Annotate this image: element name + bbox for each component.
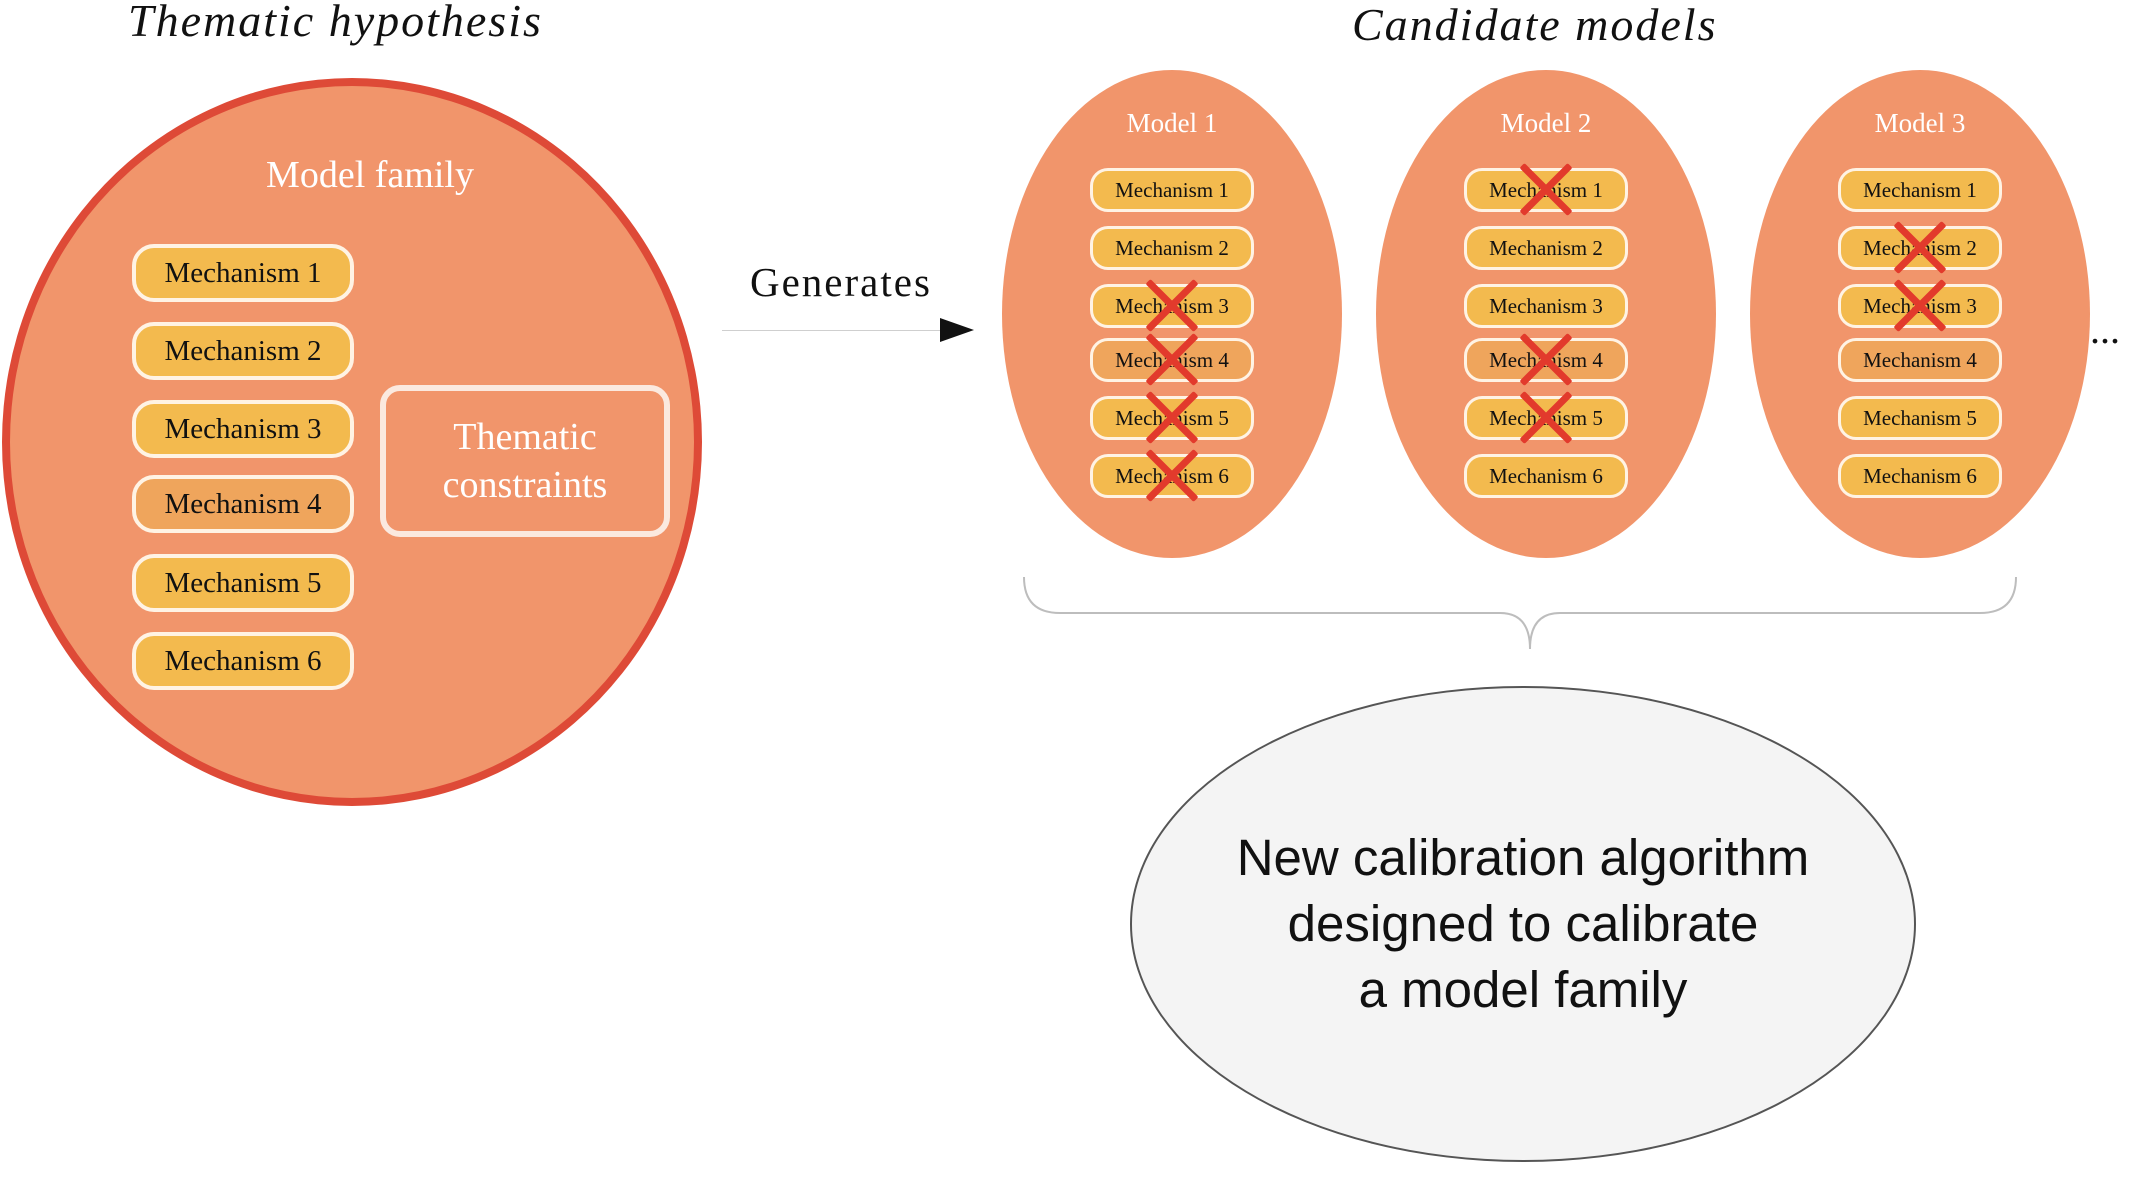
model-2-mechanism-2: Mechanism 2	[1464, 226, 1628, 270]
model-1-mechanism-1: Mechanism 1	[1090, 168, 1254, 212]
constraints-line-2: constraints	[442, 464, 608, 506]
model-1-mechanism-4: Mechanism 4	[1090, 338, 1254, 382]
calibration-algorithm-bubble: New calibration algorithm designed to ca…	[1130, 686, 1916, 1162]
model-2-title: Model 2	[1500, 108, 1592, 138]
algorithm-line-2: designed to calibrate	[1287, 895, 1759, 952]
model-1-mechanism-2: Mechanism 2	[1090, 226, 1254, 270]
family-mechanism-5: Mechanism 5	[132, 554, 354, 612]
algorithm-line-3: a model family	[1358, 961, 1688, 1018]
candidate-models-title: Candidate models	[1352, 0, 1718, 50]
model-3-mechanism-4: Mechanism 4	[1838, 338, 2002, 382]
model-3-mechanism-6: Mechanism 6	[1838, 454, 2002, 498]
family-mechanism-3: Mechanism 3	[132, 400, 354, 458]
model-2-mechanism-6: Mechanism 6	[1464, 454, 1628, 498]
model-1-mechanism-5: Mechanism 5	[1090, 396, 1254, 440]
family-mechanism-6: Mechanism 6	[132, 632, 354, 690]
family-mechanism-2: Mechanism 2	[132, 322, 354, 380]
algorithm-line-1: New calibration algorithm	[1236, 829, 1810, 886]
family-mechanism-1: Mechanism 1	[132, 244, 354, 302]
model-3-mechanism-3: Mechanism 3	[1838, 284, 2002, 328]
model-1-mechanism-3: Mechanism 3	[1090, 284, 1254, 328]
model-2-mechanism-1: Mechanism 1	[1464, 168, 1628, 212]
model-family-title: Model family	[266, 154, 474, 196]
family-mechanism-4: Mechanism 4	[132, 475, 354, 533]
model-3-mechanism-1: Mechanism 1	[1838, 168, 2002, 212]
model-2-mechanism-3: Mechanism 3	[1464, 284, 1628, 328]
thematic-constraints-box: Thematic constraints	[380, 385, 670, 537]
model-3-mechanism-2: Mechanism 2	[1838, 226, 2002, 270]
model-3-mechanism-5: Mechanism 5	[1838, 396, 2002, 440]
generates-label: Generates	[750, 259, 932, 305]
model-2-mechanism-5: Mechanism 5	[1464, 396, 1628, 440]
model-3-title: Model 3	[1874, 108, 1966, 138]
arrow-shaft	[722, 330, 950, 331]
thematic-hypothesis-title: Thematic hypothesis	[128, 0, 543, 46]
model-1-mechanism-6: Mechanism 6	[1090, 454, 1254, 498]
constraints-line-1: Thematic	[453, 416, 597, 458]
grouping-brace	[1023, 576, 2017, 650]
more-models-ellipsis: ...	[2090, 307, 2120, 352]
model-1-title: Model 1	[1126, 108, 1218, 138]
arrow-head-icon	[940, 318, 974, 342]
model-2-mechanism-4: Mechanism 4	[1464, 338, 1628, 382]
